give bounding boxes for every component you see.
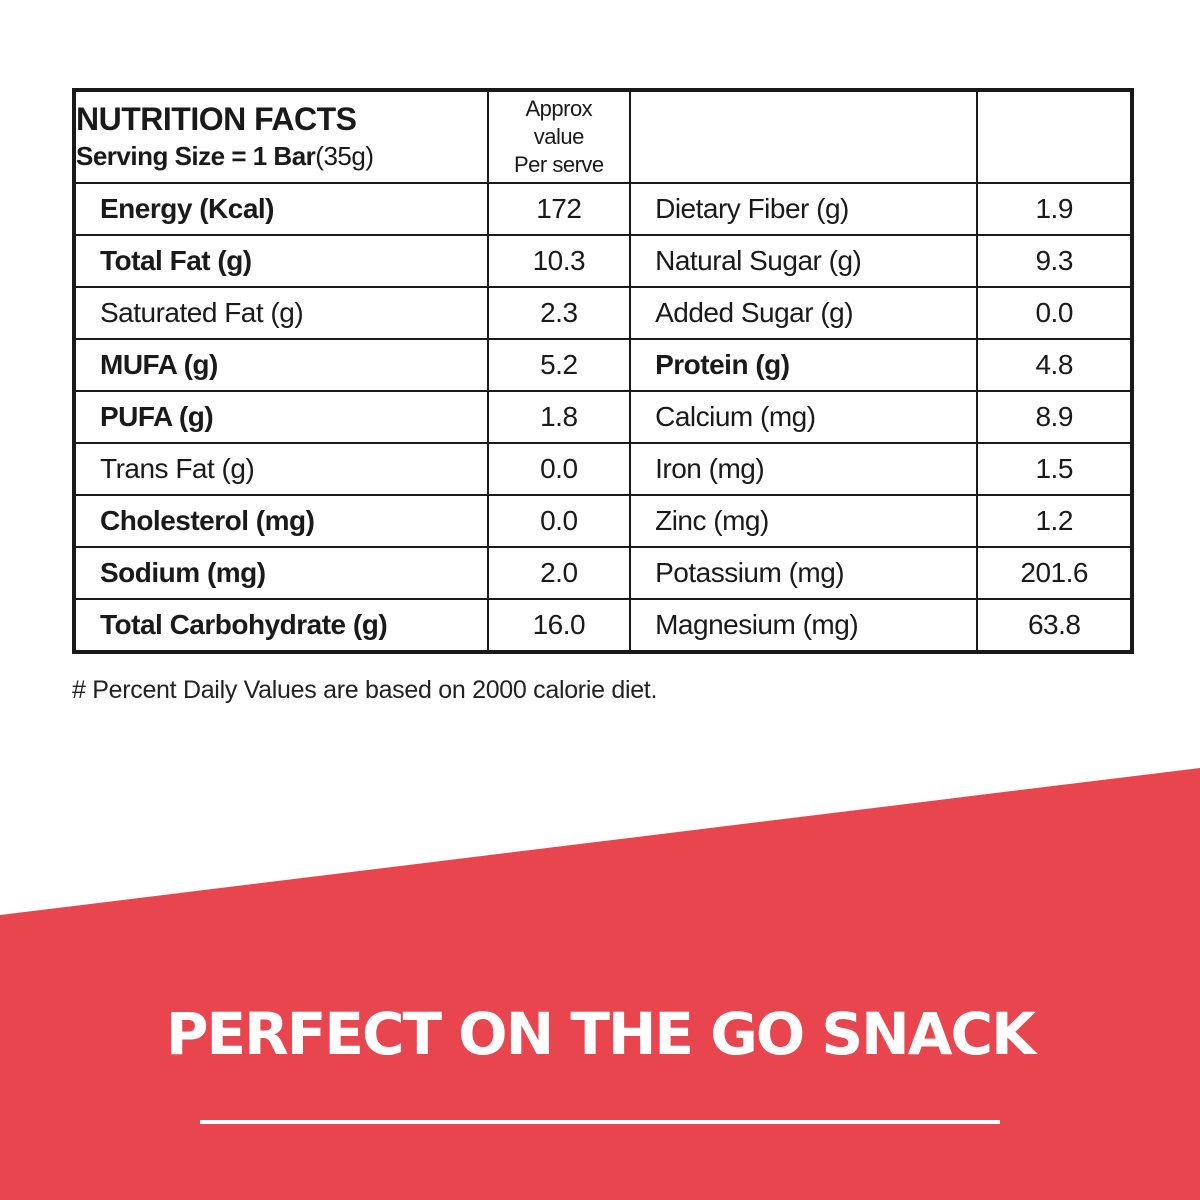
nutrient-label: Potassium (mg) [629, 546, 979, 600]
nutrient-label: Calcium (mg) [629, 390, 979, 444]
nutrient-value: 201.6 [976, 546, 1133, 600]
nutrition-facts-table: NUTRITION FACTS Serving Size = 1 Bar(35g… [72, 88, 1134, 654]
nutrient-label: Cholesterol (mg) [73, 494, 489, 548]
nutrient-value: 10.3 [486, 234, 632, 288]
nutrient-label: MUFA (g) [73, 338, 489, 392]
nutrient-value: 0.0 [486, 494, 632, 548]
nutrient-value: 8.9 [976, 390, 1133, 444]
nutrient-value: 5.2 [486, 338, 632, 392]
footnote: # Percent Daily Values are based on 2000… [72, 676, 658, 704]
table-row: MUFA (g) 5.2 Protein (g) 4.8 [73, 338, 1133, 392]
table-row: Cholesterol (mg) 0.0 Zinc (mg) 1.2 [73, 494, 1133, 548]
table-header-row: NUTRITION FACTS Serving Size = 1 Bar(35g… [73, 89, 1133, 184]
nutrient-label: Sodium (mg) [73, 546, 489, 600]
table-row: Sodium (mg) 2.0 Potassium (mg) 201.6 [73, 546, 1133, 600]
table-row: Total Fat (g) 10.3 Natural Sugar (g) 9.3 [73, 234, 1133, 288]
nutrient-label: Saturated Fat (g) [73, 286, 489, 340]
table-row: PUFA (g) 1.8 Calcium (mg) 8.9 [73, 390, 1133, 444]
approx-line-1: Approx [525, 96, 593, 121]
nutrient-label: PUFA (g) [73, 390, 489, 444]
nutrient-value: 0.0 [976, 286, 1133, 340]
nutrient-value: 1.9 [976, 182, 1133, 236]
approx-value-header: Approx value Per serve [486, 89, 632, 184]
approx-line-3: Per serve [514, 152, 604, 177]
nutrient-value: 172 [486, 182, 632, 236]
nutrient-value: 2.0 [486, 546, 632, 600]
nutrient-value: 1.5 [976, 442, 1133, 496]
nutrient-value: 16.0 [486, 598, 632, 653]
table-row: Trans Fat (g) 0.0 Iron (mg) 1.5 [73, 442, 1133, 496]
nutrient-value: 1.2 [976, 494, 1133, 548]
nutrient-value: 1.8 [486, 390, 632, 444]
table-row: Energy (Kcal) 172 Dietary Fiber (g) 1.9 [73, 182, 1133, 236]
table-row: Saturated Fat (g) 2.3 Added Sugar (g) 0.… [73, 286, 1133, 340]
approx-line-2: value [533, 124, 585, 149]
nutrient-label: Energy (Kcal) [73, 182, 489, 236]
nutrient-value: 0.0 [486, 442, 632, 496]
tagline: PERFECT ON THE GO SNACK [165, 1000, 1036, 1068]
nutrient-label: Dietary Fiber (g) [629, 182, 979, 236]
serving-size: Serving Size = 1 Bar(35g) [76, 138, 486, 174]
table-title: NUTRITION FACTS [76, 101, 357, 137]
table-row: Total Carbohydrate (g) 16.0 Magnesium (m… [73, 598, 1133, 653]
nutrient-label: Iron (mg) [629, 442, 979, 496]
nutrient-value: 2.3 [486, 286, 632, 340]
nutrient-label: Zinc (mg) [629, 494, 979, 548]
nutrient-label: Natural Sugar (g) [629, 234, 979, 288]
table-title-cell: NUTRITION FACTS Serving Size = 1 Bar(35g… [73, 89, 489, 184]
nutrient-value: 9.3 [976, 234, 1133, 288]
nutrient-label: Magnesium (mg) [629, 598, 979, 653]
tagline-divider [200, 1120, 1000, 1124]
empty-header-cell [976, 89, 1133, 184]
serving-size-amount: (35g) [315, 141, 374, 171]
empty-header-cell [629, 89, 979, 184]
nutrient-value: 63.8 [976, 598, 1133, 653]
nutrient-label: Total Fat (g) [73, 234, 489, 288]
nutrient-label: Added Sugar (g) [629, 286, 979, 340]
serving-size-label: Serving Size = 1 Bar [76, 141, 316, 171]
nutrient-label: Trans Fat (g) [73, 442, 489, 496]
nutrient-label: Protein (g) [629, 338, 979, 392]
nutrient-value: 4.8 [976, 338, 1133, 392]
nutrient-label: Total Carbohydrate (g) [73, 598, 489, 653]
